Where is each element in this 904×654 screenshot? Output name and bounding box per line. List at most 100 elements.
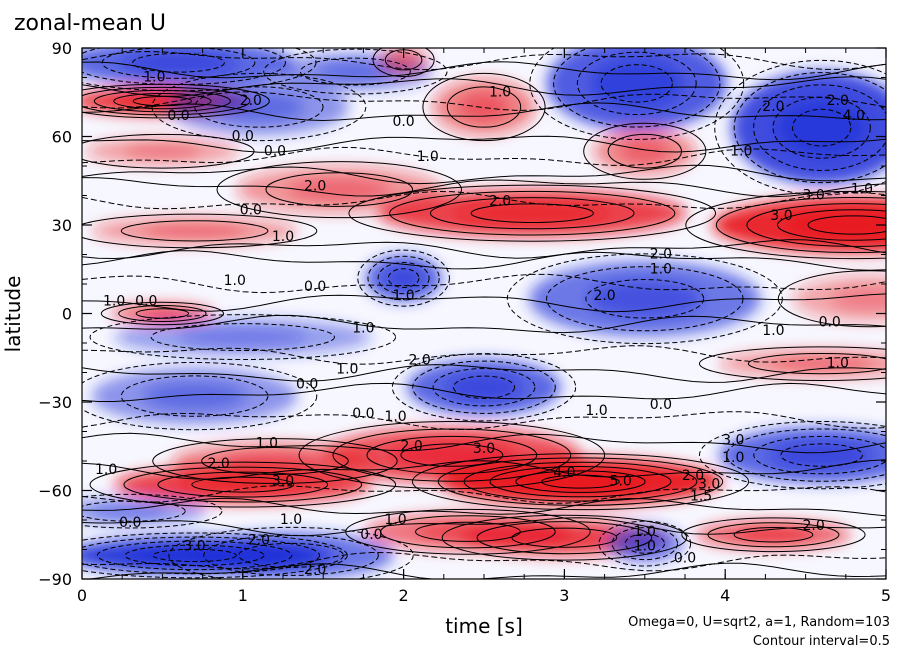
contour-line bbox=[124, 544, 265, 567]
contour-label: 1.0 bbox=[762, 323, 784, 339]
params-annotation: Omega=0, U=sqrt2, a=1, Random=103 bbox=[628, 615, 890, 630]
contour-label: 2.0 bbox=[803, 518, 825, 534]
x-axis-label: time [s] bbox=[445, 614, 523, 638]
contour-label: 1.0 bbox=[851, 182, 873, 198]
y-tick-label: 60 bbox=[52, 128, 72, 147]
contour-label: 0.0 bbox=[392, 114, 414, 130]
contour-line bbox=[511, 527, 618, 548]
contour-label: 3.0 bbox=[183, 539, 205, 555]
contour-label: 0.0 bbox=[119, 515, 141, 531]
contour-line bbox=[120, 375, 269, 417]
contour-line bbox=[82, 293, 886, 313]
contour-label: 0.0 bbox=[650, 397, 672, 413]
y-tick-label: −60 bbox=[38, 482, 72, 501]
contour-label: 1.0 bbox=[352, 320, 374, 336]
contour-line bbox=[132, 52, 225, 73]
contour-layer bbox=[82, 48, 886, 579]
contour-line bbox=[203, 534, 379, 576]
contour-line bbox=[82, 273, 886, 294]
contour-label: 1.0 bbox=[224, 273, 246, 289]
y-tick-label: −90 bbox=[38, 570, 72, 589]
field-core bbox=[387, 440, 517, 470]
contour-line bbox=[726, 428, 886, 482]
contour-line bbox=[201, 447, 349, 475]
contour-line bbox=[733, 72, 886, 184]
field-core bbox=[143, 381, 247, 411]
contour-line bbox=[265, 172, 414, 207]
contour-label: 3.0 bbox=[473, 441, 495, 457]
contour-line bbox=[298, 420, 606, 490]
contour-line bbox=[263, 48, 448, 95]
contour-line bbox=[452, 375, 516, 399]
contour-line bbox=[699, 346, 886, 381]
y-axis: −90 −60 −30 0 30 60 90 bbox=[38, 39, 886, 589]
contour-line bbox=[380, 515, 556, 549]
contour-label: 2.0 bbox=[489, 193, 511, 209]
contour-line bbox=[82, 497, 886, 517]
contour-label: 0.0 bbox=[360, 527, 382, 543]
contour-line bbox=[152, 438, 398, 484]
contour-label: 2.0 bbox=[304, 562, 326, 578]
contour-label: 2.0 bbox=[593, 288, 615, 304]
contour-label: 2.0 bbox=[240, 93, 262, 109]
contour-line bbox=[82, 239, 886, 260]
contour-label: 1.0 bbox=[384, 512, 406, 528]
contour-label: 1.0 bbox=[392, 288, 414, 304]
contour-label: 1.0 bbox=[272, 229, 294, 245]
y-tick-label: −30 bbox=[38, 393, 72, 412]
contour-line bbox=[82, 432, 886, 454]
contour-label: 1.0 bbox=[722, 450, 744, 466]
contour-label: 0.0 bbox=[819, 314, 841, 330]
contour-label: 1.0 bbox=[634, 524, 656, 540]
contour-line bbox=[600, 64, 673, 103]
contour-line bbox=[82, 164, 886, 185]
contour-line bbox=[82, 459, 886, 480]
field-core bbox=[136, 308, 189, 319]
contour-label: 0.0 bbox=[674, 550, 696, 566]
contour-line bbox=[470, 203, 594, 224]
contour-label: 0.0 bbox=[304, 279, 326, 295]
contour-line bbox=[135, 308, 190, 319]
contour-label: 1.0 bbox=[280, 512, 302, 528]
contour-line bbox=[747, 353, 886, 375]
field-core bbox=[120, 50, 237, 75]
contour-label: 4.0 bbox=[843, 108, 865, 124]
contour-line bbox=[441, 514, 688, 561]
contour-line bbox=[82, 177, 886, 198]
contour-line bbox=[82, 135, 886, 153]
contour-line bbox=[585, 279, 705, 319]
contour-label: 2.0 bbox=[682, 468, 704, 484]
contour-line bbox=[123, 466, 363, 503]
contour-line bbox=[553, 48, 721, 128]
contour-line bbox=[387, 268, 420, 288]
contour-line bbox=[476, 521, 653, 555]
field-core bbox=[770, 356, 874, 371]
contour-line bbox=[607, 133, 682, 169]
contour-label: 3.0 bbox=[803, 188, 825, 204]
contour-label: 0.0 bbox=[135, 294, 157, 310]
contour-line bbox=[82, 48, 286, 86]
y-tick-label: 0 bbox=[62, 305, 72, 324]
y-tick-label: 90 bbox=[52, 39, 72, 58]
contour-line bbox=[432, 368, 536, 407]
contour-label: 3.0 bbox=[272, 474, 294, 490]
field-core bbox=[831, 286, 886, 311]
contour-label: 0.0 bbox=[167, 108, 189, 124]
contour-line bbox=[792, 108, 852, 147]
contour-line bbox=[82, 76, 886, 97]
contour-line bbox=[82, 213, 318, 249]
contour-label: 0.0 bbox=[264, 143, 286, 159]
contour-line bbox=[118, 304, 207, 323]
y-axis-label: latitude bbox=[1, 276, 25, 353]
contour-line bbox=[191, 476, 295, 493]
contour-label: 0.0 bbox=[232, 129, 254, 145]
contour-line bbox=[82, 361, 318, 431]
contour-line bbox=[506, 253, 783, 345]
contour-label: 1.5 bbox=[690, 488, 712, 504]
x-tick-label: 4 bbox=[720, 586, 730, 605]
contour-line bbox=[372, 48, 435, 78]
x-tick-label: 1 bbox=[238, 586, 248, 605]
contour-line bbox=[437, 457, 724, 506]
contour-line bbox=[168, 526, 414, 579]
